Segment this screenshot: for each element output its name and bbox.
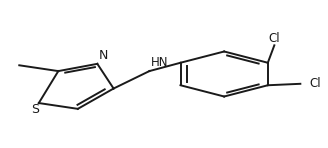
Text: N: N	[99, 49, 109, 62]
Text: Cl: Cl	[269, 32, 280, 45]
Text: Cl: Cl	[309, 77, 321, 90]
Text: S: S	[31, 103, 40, 116]
Text: HN: HN	[151, 56, 169, 69]
